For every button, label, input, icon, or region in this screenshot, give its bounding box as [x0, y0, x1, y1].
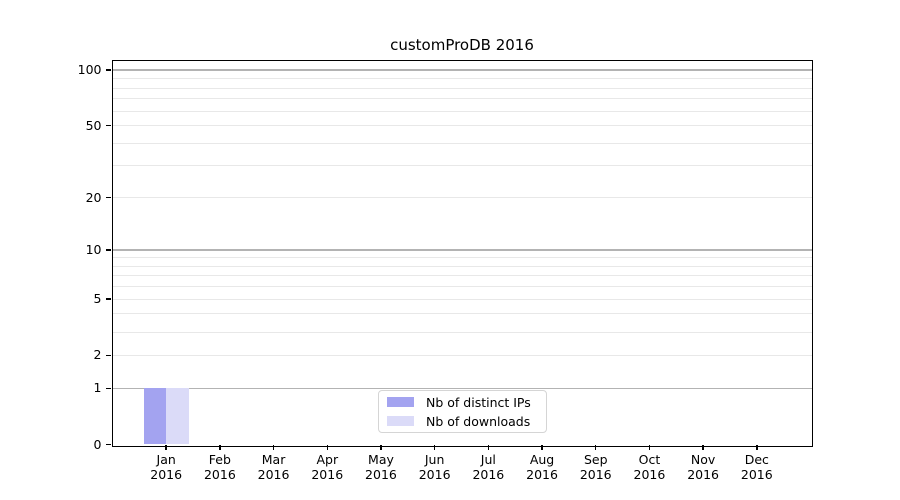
- gridline-minor: [112, 354, 812, 356]
- x-tick-month: Jul: [480, 451, 496, 467]
- legend-item-distinct-ips: Nb of distinct IPs: [387, 395, 538, 410]
- y-tick-label: 2: [93, 347, 102, 363]
- x-tick-year: 2016: [633, 466, 666, 482]
- y-tick: [106, 124, 111, 127]
- x-tick: [648, 444, 651, 450]
- x-tick-year: 2016: [257, 466, 290, 482]
- gridline-minor: [112, 125, 812, 127]
- gridline-minor: [112, 275, 812, 277]
- x-tick-year: 2016: [687, 466, 720, 482]
- y-tick-label: 10: [85, 242, 102, 257]
- x-tick: [219, 444, 221, 450]
- x-tick-label: May 2016: [349, 452, 413, 482]
- chart-title: customProDB 2016: [390, 36, 534, 54]
- x-tick-label: Jan 2016: [134, 452, 198, 482]
- legend-label-distinct-ips: Nb of distinct IPs: [426, 394, 531, 410]
- x-tick-month: Dec: [744, 451, 769, 467]
- x-tick: [326, 444, 329, 450]
- x-tick-year: 2016: [150, 466, 183, 482]
- legend: Nb of distinct IPs Nb of downloads: [378, 390, 547, 433]
- y-tick-label: 5: [93, 291, 102, 307]
- x-tick-month: May: [368, 451, 394, 467]
- gridline-minor: [112, 265, 812, 267]
- x-tick: [541, 444, 543, 450]
- x-tick-year: 2016: [526, 466, 558, 482]
- x-tick: [433, 444, 436, 450]
- x-tick-month: Apr: [316, 451, 339, 467]
- x-tick-label: Mar 2016: [242, 452, 306, 482]
- y-tick: [106, 354, 111, 357]
- x-tick-label: Aug 2016: [510, 452, 574, 482]
- gridline-minor: [112, 87, 812, 89]
- x-tick: [594, 444, 597, 450]
- gridlines-layer: [112, 61, 812, 446]
- legend-swatch-distinct-ips: [387, 397, 414, 407]
- x-tick-month: Mar: [261, 451, 286, 467]
- x-tick-year: 2016: [418, 466, 451, 482]
- x-tick-label: Feb 2016: [188, 452, 252, 482]
- gridline-minor: [112, 257, 812, 259]
- y-tick: [106, 387, 111, 390]
- x-tick-label: Sep 2016: [564, 452, 628, 482]
- bar-distinct-ips: [143, 388, 167, 445]
- x-tick-label: Jul 2016: [456, 452, 520, 482]
- x-tick: [756, 444, 758, 450]
- x-tick: [380, 444, 382, 450]
- legend-swatch-downloads: [387, 416, 414, 426]
- x-tick-year: 2016: [203, 466, 236, 482]
- gridline-minor: [112, 197, 812, 199]
- x-tick-label: Dec 2016: [725, 452, 789, 482]
- y-tick: [106, 298, 111, 300]
- y-tick-label: 20: [85, 189, 102, 205]
- y-tick: [106, 249, 111, 251]
- x-tick-month: Aug: [529, 451, 555, 467]
- y-tick-label: 100: [77, 62, 102, 78]
- gridline-minor: [112, 142, 812, 144]
- gridline-minor: [112, 286, 812, 288]
- y-tick-label: 50: [85, 117, 102, 133]
- y-tick: [106, 443, 111, 446]
- x-tick-year: 2016: [311, 466, 344, 482]
- x-tick-month: Jan: [156, 451, 176, 467]
- x-tick-year: 2016: [579, 466, 612, 482]
- gridline-minor: [112, 331, 812, 333]
- x-tick-month: Feb: [208, 451, 231, 467]
- x-tick-label: Apr 2016: [295, 452, 359, 482]
- x-tick-month: Nov: [690, 451, 716, 467]
- x-tick-month: Oct: [638, 451, 661, 467]
- x-tick-year: 2016: [740, 466, 773, 482]
- gridline-minor: [112, 110, 812, 112]
- y-tick-label: 0: [93, 436, 102, 452]
- y-tick-label: 1: [93, 380, 102, 396]
- y-tick: [106, 196, 111, 199]
- x-tick-year: 2016: [365, 466, 397, 482]
- gridline-major: [112, 69, 812, 71]
- gridline-minor: [112, 98, 812, 100]
- gridline-minor: [112, 78, 812, 80]
- bars-layer: [113, 61, 812, 446]
- x-tick-label: Oct 2016: [617, 452, 681, 482]
- gridline-major: [112, 249, 812, 251]
- x-tick: [165, 444, 167, 450]
- bar-downloads: [166, 388, 189, 445]
- x-tick-label: Jun 2016: [403, 452, 467, 482]
- x-tick: [272, 444, 275, 450]
- gridline-major: [112, 387, 812, 389]
- gridline-minor: [112, 298, 812, 300]
- gridline-minor: [112, 313, 812, 315]
- legend-label-downloads: Nb of downloads: [426, 413, 531, 429]
- plot-area: 0 1 2 5 10 20 50 100 Jan 2016 Feb 2016 Mar 2016 Apr 20…: [78, 59, 813, 482]
- y-tick: [106, 69, 111, 71]
- legend-item-downloads: Nb of downloads: [387, 414, 538, 429]
- y-axis: 0 1 2 5 10 20 50 100: [78, 61, 812, 452]
- x-tick: [702, 444, 704, 450]
- x-tick-month: Jun: [424, 451, 445, 467]
- x-axis: Jan 2016 Feb 2016 Mar 2016 Apr 2016 May 2016 Jun 20…: [113, 61, 812, 482]
- x-tick-month: Sep: [583, 451, 608, 467]
- gridline-minor: [112, 165, 812, 167]
- x-tick-year: 2016: [472, 466, 505, 482]
- x-tick: [487, 444, 490, 450]
- x-tick-label: Nov 2016: [671, 452, 735, 482]
